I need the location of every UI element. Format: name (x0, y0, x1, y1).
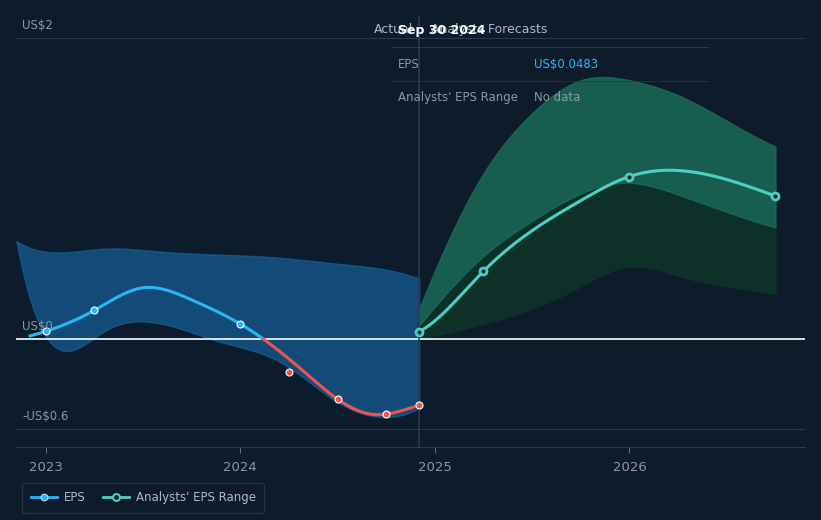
Text: Sep 30 2024: Sep 30 2024 (398, 24, 486, 37)
Text: US$0.0483: US$0.0483 (534, 58, 598, 71)
Text: No data: No data (534, 91, 580, 104)
Legend: EPS, Analysts' EPS Range: EPS, Analysts' EPS Range (22, 483, 264, 513)
Text: US$2: US$2 (22, 19, 53, 32)
Text: EPS: EPS (398, 58, 420, 71)
Text: Actual: Actual (374, 23, 414, 36)
Text: -US$0.6: -US$0.6 (22, 410, 69, 423)
Text: Analysts Forecasts: Analysts Forecasts (431, 23, 548, 36)
Text: US$0: US$0 (22, 320, 53, 333)
Bar (16, 16, 420, 447)
Text: Analysts' EPS Range: Analysts' EPS Range (398, 91, 518, 104)
